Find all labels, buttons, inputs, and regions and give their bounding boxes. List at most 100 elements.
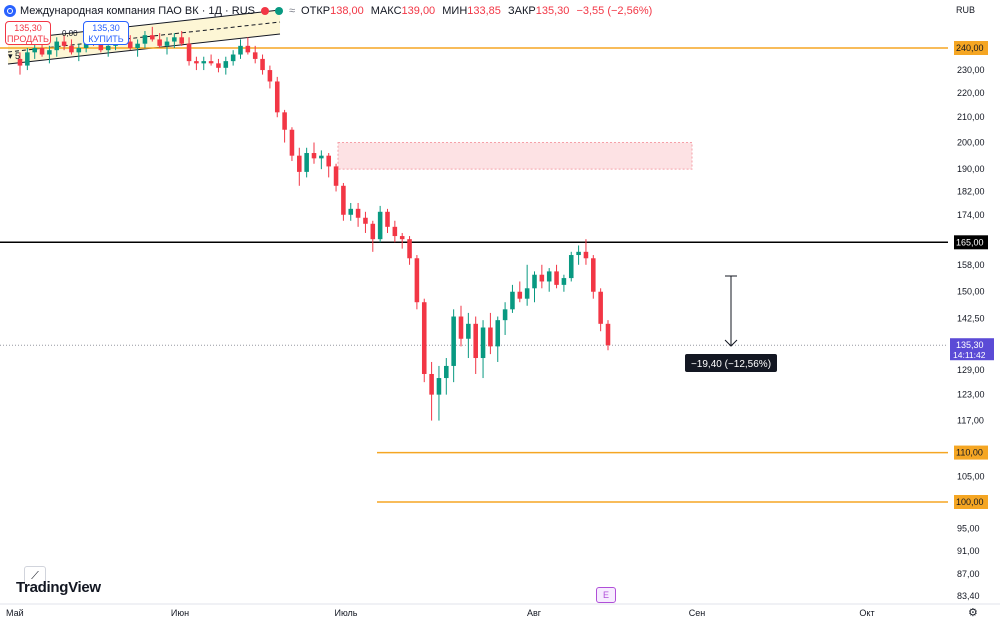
candle-body (311, 153, 317, 159)
candle-body (524, 288, 530, 299)
candle-body (333, 166, 339, 186)
y-tick-label: 117,00 (957, 416, 984, 426)
close-label: ЗАКР (507, 5, 536, 17)
symbol-name: Международная компания ПАО ВК · 1Д · RUS (20, 5, 255, 17)
candle-body (76, 48, 82, 53)
level-badge-bg-3 (954, 495, 988, 509)
candle-body (304, 153, 309, 172)
trend-channel-upper (7, 9, 281, 41)
candle-body (319, 155, 324, 159)
candle-body (194, 61, 199, 64)
y-tick-label: 87,00 (957, 569, 980, 579)
candle-body (568, 255, 574, 279)
candle-body (150, 35, 155, 40)
earnings-icon[interactable]: E (596, 587, 616, 603)
candle-body (392, 226, 398, 237)
x-tick-label: Июль (335, 608, 358, 618)
level-badge-label: 240,00 (956, 43, 984, 53)
candle-body (135, 43, 140, 48)
candle-body (61, 41, 67, 46)
level-badge-label: 110,00 (956, 448, 983, 458)
level-badge-bg-1 (954, 235, 988, 250)
candle-body (583, 251, 589, 259)
last-price-label: 135,30 (956, 340, 984, 350)
y-tick-label: 174,00 (957, 210, 985, 220)
candle-body (451, 316, 456, 366)
candle-body (480, 327, 486, 359)
candle-body (54, 41, 60, 51)
candle-body (348, 208, 354, 215)
candle-body (230, 54, 236, 62)
x-tick-label: Май (6, 608, 24, 618)
y-tick-label: 129,00 (957, 365, 985, 375)
candle-body (245, 45, 251, 53)
candle-body (25, 52, 30, 66)
buy-button[interactable]: 135,30 КУПИТЬ (83, 21, 129, 45)
y-tick-label: 91,00 (957, 546, 980, 556)
candle-body (385, 211, 390, 227)
candle-body (473, 323, 478, 359)
market-status-icon (261, 7, 269, 15)
candle-body (326, 155, 331, 167)
candle-body (532, 274, 537, 289)
high-label: МАКС (370, 5, 402, 17)
candle-body (576, 251, 581, 256)
level-badge-bg-2 (954, 445, 988, 460)
candle-body (458, 316, 464, 339)
candle-body (407, 239, 412, 259)
candle-body (267, 70, 273, 82)
x-tick-label: Авг (527, 608, 542, 618)
y-tick-label: 200,00 (957, 138, 985, 148)
candle-body (223, 61, 229, 68)
open-value: 138,00 (330, 5, 364, 17)
level-badge-label: 100,00 (956, 497, 984, 507)
lot-selector[interactable]: ▾ 5 (8, 51, 21, 61)
candle-body (69, 45, 74, 53)
candle-body (466, 323, 471, 339)
sell-button[interactable]: 135,30 ПРОДАТЬ (5, 21, 51, 45)
y-tick-label: 190,00 (957, 164, 985, 174)
sell-price: 135,30 (14, 23, 42, 33)
trend-channel-lower (7, 33, 281, 65)
candle-body (421, 302, 427, 374)
y-tick-label: 123,00 (957, 390, 985, 400)
candle-body (157, 39, 162, 46)
last-price-countdown: 14:11:42 (953, 350, 986, 360)
settings-gear-icon[interactable]: ⚙ (968, 607, 978, 619)
vk-logo-icon (4, 5, 16, 17)
candle-body (260, 58, 265, 71)
candle-body (201, 61, 207, 64)
level-badge-label: 165,00 (956, 237, 984, 247)
y-tick-label: 230,00 (957, 65, 985, 75)
buy-price: 135,30 (92, 23, 120, 33)
candle-body (561, 278, 567, 285)
x-tick-label: Окт (859, 608, 874, 618)
candle-body (297, 155, 302, 172)
level-badge-bg-0 (954, 41, 988, 55)
y-tick-label: 158,00 (957, 260, 985, 270)
candle-body (363, 217, 368, 224)
draw-tool-icon[interactable]: ⟋ (24, 566, 46, 586)
y-tick-label: 210,00 (957, 112, 985, 122)
candle-body (142, 35, 148, 44)
currency-selector[interactable]: RUB (956, 5, 976, 15)
y-tick-label: 83,40 (957, 591, 980, 601)
candle-body (502, 309, 508, 321)
ohlc-values: ОТКР138,00 МАКС139,00 МИН133,85 ЗАКР135,… (301, 5, 656, 17)
measure-label: −19,40 (−12,56%) (691, 359, 771, 370)
candle-body (414, 258, 420, 303)
candle-body (444, 365, 449, 379)
sell-label: ПРОДАТЬ (7, 34, 49, 44)
close-value: 135,30 (535, 5, 570, 17)
symbol-title[interactable]: Международная компания ПАО ВК · 1Д · RUS (4, 5, 255, 17)
candle-body (289, 129, 295, 156)
change-value: −3,55 (−2,56%) (576, 5, 653, 17)
wave-icon[interactable]: ≈ (289, 5, 296, 17)
low-value: 133,85 (467, 5, 501, 17)
y-tick-label: 182,00 (957, 186, 985, 196)
x-tick-label: Июн (171, 608, 189, 618)
buy-label: КУПИТЬ (88, 34, 124, 44)
y-tick-label: 150,00 (957, 287, 985, 297)
candle-body (127, 41, 133, 48)
